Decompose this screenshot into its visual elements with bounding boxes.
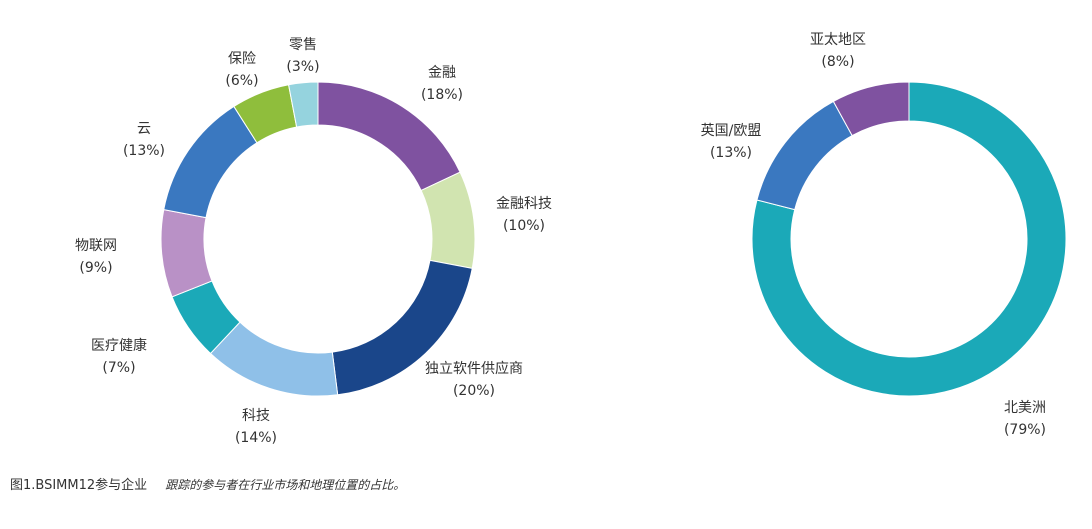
region-label-2: 亚太地区 bbox=[810, 32, 866, 48]
figure-caption: 图1.BSIMM12参与企业 跟踪的参与者在行业市场和地理位置的占比。 bbox=[10, 474, 405, 493]
region-donut-chart: 北美洲 (79%) 英国/欧盟 (13%) 亚太地区 (8%) bbox=[701, 32, 1067, 438]
industry-slice-1 bbox=[420, 171, 476, 270]
industry-donut-chart: 金融 (18%) 金融科技 (10%) 独立软件供应商 (20%) 科技 (14%) 医疗健康 (… bbox=[75, 37, 552, 446]
industry-percent-3: (14%) bbox=[235, 430, 277, 446]
industry-label-8: 零售 bbox=[289, 37, 317, 53]
industry-label-1: 金融科技 bbox=[496, 196, 552, 212]
region-label-0: 北美洲 bbox=[1004, 400, 1046, 416]
region-percent-1: (13%) bbox=[710, 145, 752, 161]
industry-label-0: 金融 bbox=[428, 65, 456, 81]
industry-slice-6 bbox=[163, 105, 258, 219]
region-percent-0: (79%) bbox=[1004, 422, 1046, 438]
industry-percent-6: (13%) bbox=[123, 143, 165, 159]
industry-percent-0: (18%) bbox=[421, 87, 463, 103]
industry-label-4: 医疗健康 bbox=[91, 337, 147, 354]
industry-label-7: 保险 bbox=[228, 51, 256, 67]
caption-title: 图1.BSIMM12参与企业 bbox=[10, 478, 148, 493]
caption-description: 跟踪的参与者在行业市场和地理位置的占比。 bbox=[165, 478, 406, 492]
industry-percent-4: (7%) bbox=[102, 360, 135, 376]
region-label-1: 英国/欧盟 bbox=[701, 122, 762, 139]
industry-percent-1: (10%) bbox=[503, 218, 545, 234]
region-percent-2: (8%) bbox=[821, 54, 854, 70]
industry-percent-5: (9%) bbox=[79, 260, 112, 276]
region-slice-2 bbox=[832, 81, 910, 137]
industry-percent-2: (20%) bbox=[453, 383, 495, 399]
industry-slice-8 bbox=[287, 81, 319, 128]
industry-label-2: 独立软件供应商 bbox=[425, 360, 523, 377]
industry-label-5: 物联网 bbox=[75, 238, 117, 254]
industry-slice-5 bbox=[160, 208, 213, 298]
industry-percent-7: (6%) bbox=[225, 73, 258, 89]
industry-label-3: 科技 bbox=[242, 408, 270, 424]
industry-percent-8: (3%) bbox=[286, 59, 319, 75]
region-slice-1 bbox=[756, 100, 853, 211]
industry-label-6: 云 bbox=[137, 121, 151, 137]
region-slice-0 bbox=[751, 81, 1067, 397]
